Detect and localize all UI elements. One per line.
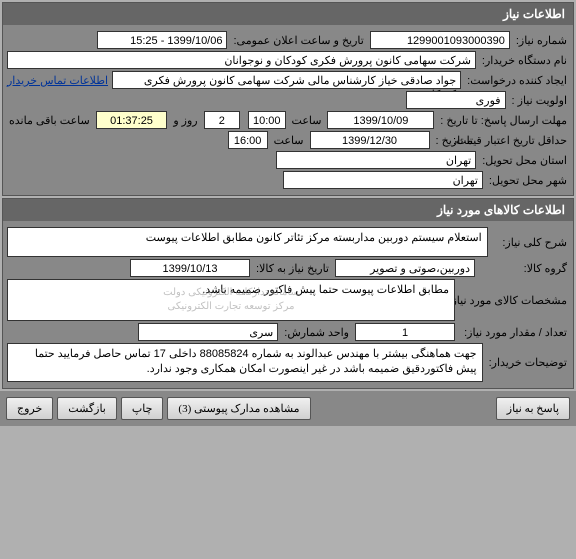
need-info-panel: اطلاعات نیاز شماره نیاز: 129900109300039… <box>2 2 574 196</box>
deadline-time-label: ساعت <box>290 114 324 127</box>
row-priority: اولویت نیاز : فوری <box>7 91 569 109</box>
buyer-label: نام دستگاه خریدار: <box>480 54 569 67</box>
need-date-label: تاریخ نیاز به کالا: <box>254 262 331 275</box>
group-label: گروه کالا: <box>479 262 569 275</box>
group-field: دوربین،صوتی و تصویر <box>335 259 475 277</box>
panel1-title: اطلاعات نیاز <box>3 3 573 25</box>
print-button[interactable]: چاپ <box>121 397 164 420</box>
panel2-body: شرح کلی نیاز: استعلام سیستم دوربین مدارب… <box>3 221 573 388</box>
announce-field: 1399/10/06 - 15:25 <box>97 31 227 49</box>
notes-field: جهت هماهنگی بیشتر با مهندس عبدالوند به ش… <box>7 343 483 382</box>
panel2-title: اطلاعات کالاهای مورد نیاز <box>3 199 573 221</box>
footer-buttons: پاسخ به نیاز مشاهده مدارک پیوستی (3) چاپ… <box>0 391 576 426</box>
deadline-time-field: 10:00 <box>248 111 286 129</box>
contact-link[interactable]: اطلاعات تماس خریدار <box>7 74 108 87</box>
remaining-label: ساعت باقی مانده <box>7 114 92 127</box>
respond-button[interactable]: پاسخ به نیاز <box>496 397 570 420</box>
row-notes: توضیحات خریدار: جهت هماهنگی بیشتر با مهن… <box>7 343 569 382</box>
row-city: شهر محل تحویل: تهران <box>7 171 569 189</box>
notes-label: توضیحات خریدار: <box>487 356 569 369</box>
panel1-body: شماره نیاز: 1299001093000390 تاریخ و ساع… <box>3 25 573 195</box>
priority-label: اولویت نیاز : <box>510 94 569 107</box>
row-spec: مشخصات کالای مورد نیاز: مطابق اطلاعات پی… <box>7 279 569 321</box>
min-valid-prefix: تا تاریخ : <box>434 134 475 147</box>
row-group: گروه کالا: دوربین،صوتی و تصویر تاریخ نیا… <box>7 259 569 277</box>
row-desc: شرح کلی نیاز: استعلام سیستم دوربین مدارب… <box>7 227 569 257</box>
desc-label: شرح کلی نیاز: <box>492 236 569 249</box>
goods-info-panel: اطلاعات کالاهای مورد نیاز شرح کلی نیاز: … <box>2 198 574 389</box>
watermark-line2: مرکز توسعه تجارت الکترونیکی <box>163 300 299 314</box>
priority-field: فوری <box>406 91 506 109</box>
attachments-button[interactable]: مشاهده مدارک پیوستی (3) <box>167 397 310 420</box>
unit-label: واحد شمارش: <box>282 326 351 339</box>
row-min-valid: حداقل تاریخ اعتبار قیمت: تا تاریخ : 1399… <box>7 131 569 149</box>
min-valid-label: حداقل تاریخ اعتبار قیمت: <box>479 134 569 147</box>
row-buyer: نام دستگاه خریدار: شرکت سهامی کانون پرور… <box>7 51 569 69</box>
exit-button[interactable]: خروج <box>6 397 53 420</box>
min-valid-time-label: ساعت <box>272 134 306 147</box>
need-number-label: شماره نیاز: <box>514 34 569 47</box>
days-label: روز و <box>171 114 199 127</box>
min-valid-date-field: 1399/12/30 <box>310 131 430 149</box>
remaining-field: 01:37:25 <box>96 111 168 129</box>
city-label: شهر محل تحویل: <box>487 174 569 187</box>
need-number-field: 1299001093000390 <box>370 31 510 49</box>
row-province: استان محل تحویل: تهران <box>7 151 569 169</box>
spec-field: مطابق اطلاعات پیوست حتما پیش فاکتور ضمیم… <box>7 279 455 321</box>
need-date-field: 1399/10/13 <box>130 259 250 277</box>
spec-label: مشخصات کالای مورد نیاز: <box>459 294 569 307</box>
qty-field: 1 <box>355 323 455 341</box>
row-qty: تعداد / مقدار مورد نیاز: 1 واحد شمارش: س… <box>7 323 569 341</box>
row-requester: ایجاد کننده درخواست: جواد صادقی خیاز کار… <box>7 71 569 89</box>
buyer-field: شرکت سهامی کانون پرورش فکری کودکان و نوج… <box>7 51 476 69</box>
requester-field: جواد صادقی خیاز کارشناس مالی شرکت سهامی … <box>112 71 461 89</box>
announce-label: تاریخ و ساعت اعلان عمومی: <box>231 34 365 47</box>
deadline-label: مهلت ارسال پاسخ: تا تاریخ : <box>438 114 569 127</box>
requester-label: ایجاد کننده درخواست: <box>465 74 569 87</box>
back-button[interactable]: بازگشت <box>57 397 117 420</box>
days-field: 2 <box>204 111 240 129</box>
deadline-date-field: 1399/10/09 <box>327 111 434 129</box>
city-field: تهران <box>283 171 483 189</box>
province-label: استان محل تحویل: <box>480 154 569 167</box>
qty-label: تعداد / مقدار مورد نیاز: <box>459 326 569 339</box>
province-field: تهران <box>276 151 476 169</box>
min-valid-time-field: 16:00 <box>228 131 268 149</box>
unit-field: سری <box>138 323 278 341</box>
desc-field: استعلام سیستم دوربین مداربسته مرکز تئاتر… <box>7 227 488 257</box>
row-need-number: شماره نیاز: 1299001093000390 تاریخ و ساع… <box>7 31 569 49</box>
row-deadline: مهلت ارسال پاسخ: تا تاریخ : 1399/10/09 س… <box>7 111 569 129</box>
spec-text: مطابق اطلاعات پیوست حتما پیش فاکتور ضمیم… <box>202 284 449 296</box>
